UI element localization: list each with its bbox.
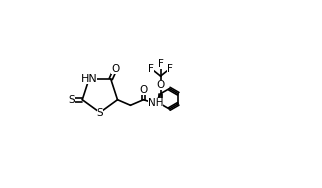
Text: S: S xyxy=(97,108,103,118)
Text: HN: HN xyxy=(80,74,97,84)
Text: S: S xyxy=(69,95,75,105)
Text: F: F xyxy=(167,64,173,74)
Text: O: O xyxy=(111,64,119,74)
Text: F: F xyxy=(148,64,154,74)
Text: O: O xyxy=(139,85,147,95)
Text: F: F xyxy=(157,59,164,69)
Text: NH: NH xyxy=(148,99,163,108)
Text: O: O xyxy=(156,80,165,90)
